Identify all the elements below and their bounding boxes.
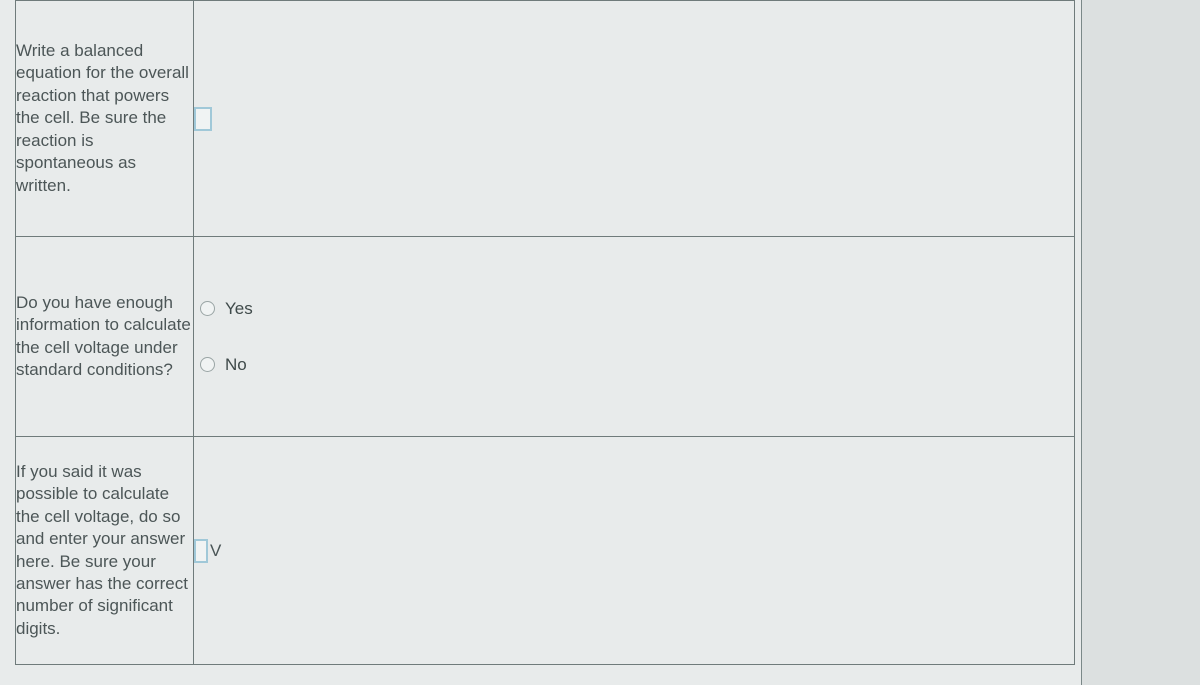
row-enough-info: Do you have enough information to calcul… xyxy=(16,237,1075,437)
prompt-voltage: If you said it was possible to calculate… xyxy=(16,437,194,665)
voltage-input[interactable] xyxy=(194,539,208,563)
radio-group-enough-info: Yes No xyxy=(194,299,1074,375)
question-table: Write a balanced equation for the overal… xyxy=(15,0,1075,665)
voltage-input-wrap: V xyxy=(194,539,1074,563)
row-equation: Write a balanced equation for the overal… xyxy=(16,1,1075,237)
answer-cell-voltage: V xyxy=(194,437,1075,665)
prompt-enough-info: Do you have enough information to calcul… xyxy=(16,237,194,437)
row-voltage: If you said it was possible to calculate… xyxy=(16,437,1075,665)
radio-no[interactable] xyxy=(200,357,215,372)
radio-row-yes[interactable]: Yes xyxy=(200,299,1074,319)
answer-cell-equation xyxy=(194,1,1075,237)
worksheet-sheet: Write a balanced equation for the overal… xyxy=(0,0,1082,685)
answer-cell-enough-info: Yes No xyxy=(194,237,1075,437)
radio-yes[interactable] xyxy=(200,301,215,316)
radio-row-no[interactable]: No xyxy=(200,355,1074,375)
equation-input[interactable] xyxy=(194,107,212,131)
prompt-equation: Write a balanced equation for the overal… xyxy=(16,1,194,237)
voltage-unit: V xyxy=(210,541,221,561)
radio-label-yes: Yes xyxy=(225,299,253,319)
radio-label-no: No xyxy=(225,355,247,375)
